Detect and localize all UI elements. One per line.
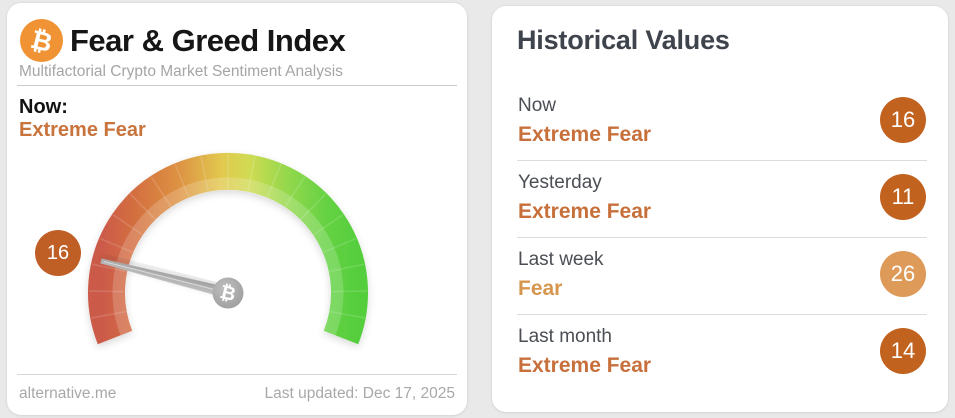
gauge-arc bbox=[88, 152, 368, 345]
row-value-badge: 14 bbox=[880, 328, 926, 374]
fear-greed-card: ₿ Fear & Greed Index Multifactorial Cryp… bbox=[7, 3, 467, 415]
gauge-ticks bbox=[89, 154, 367, 319]
header-divider bbox=[17, 85, 457, 86]
bitcoin-logo-icon: ₿ bbox=[20, 19, 63, 62]
historical-row-yesterday: Yesterday Extreme Fear 11 bbox=[517, 161, 927, 238]
row-period: Last month bbox=[518, 326, 612, 347]
footer-divider bbox=[17, 374, 457, 375]
now-label: Now: bbox=[19, 96, 68, 118]
row-period: Now bbox=[518, 95, 557, 116]
fear-greed-gauge: ₿ bbox=[88, 152, 368, 345]
row-classification: Extreme Fear bbox=[518, 354, 652, 377]
historical-values-card: Historical Values Now Extreme Fear 16 Ye… bbox=[492, 6, 948, 412]
alternative-me-link[interactable]: alternative.me bbox=[19, 385, 117, 402]
row-value-badge: 26 bbox=[880, 251, 926, 297]
page-title: Fear & Greed Index bbox=[70, 23, 346, 58]
gauge-value-badge: 16 bbox=[35, 230, 81, 276]
row-classification: Fear bbox=[518, 277, 563, 300]
historical-row-last-week: Last week Fear 26 bbox=[517, 238, 927, 315]
historical-values-list: Now Extreme Fear 16 Yesterday Extreme Fe… bbox=[517, 84, 927, 392]
historical-row-last-month: Last month Extreme Fear 14 bbox=[517, 315, 927, 392]
gauge-hub: ₿ bbox=[212, 277, 244, 309]
page-subtitle: Multifactorial Crypto Market Sentiment A… bbox=[19, 63, 343, 80]
row-period: Yesterday bbox=[518, 172, 602, 193]
row-period: Last week bbox=[518, 249, 604, 270]
row-classification: Extreme Fear bbox=[518, 123, 652, 146]
row-classification: Extreme Fear bbox=[518, 200, 652, 223]
last-updated-text: Last updated: Dec 17, 2025 bbox=[264, 385, 455, 402]
gauge-needle bbox=[100, 258, 230, 299]
historical-values-title: Historical Values bbox=[517, 25, 730, 55]
now-classification: Extreme Fear bbox=[19, 119, 146, 141]
hub-bitcoin-glyph: ₿ bbox=[218, 282, 238, 306]
row-value-badge: 11 bbox=[880, 174, 926, 220]
row-value-badge: 16 bbox=[880, 97, 926, 143]
historical-row-now: Now Extreme Fear 16 bbox=[517, 84, 927, 161]
